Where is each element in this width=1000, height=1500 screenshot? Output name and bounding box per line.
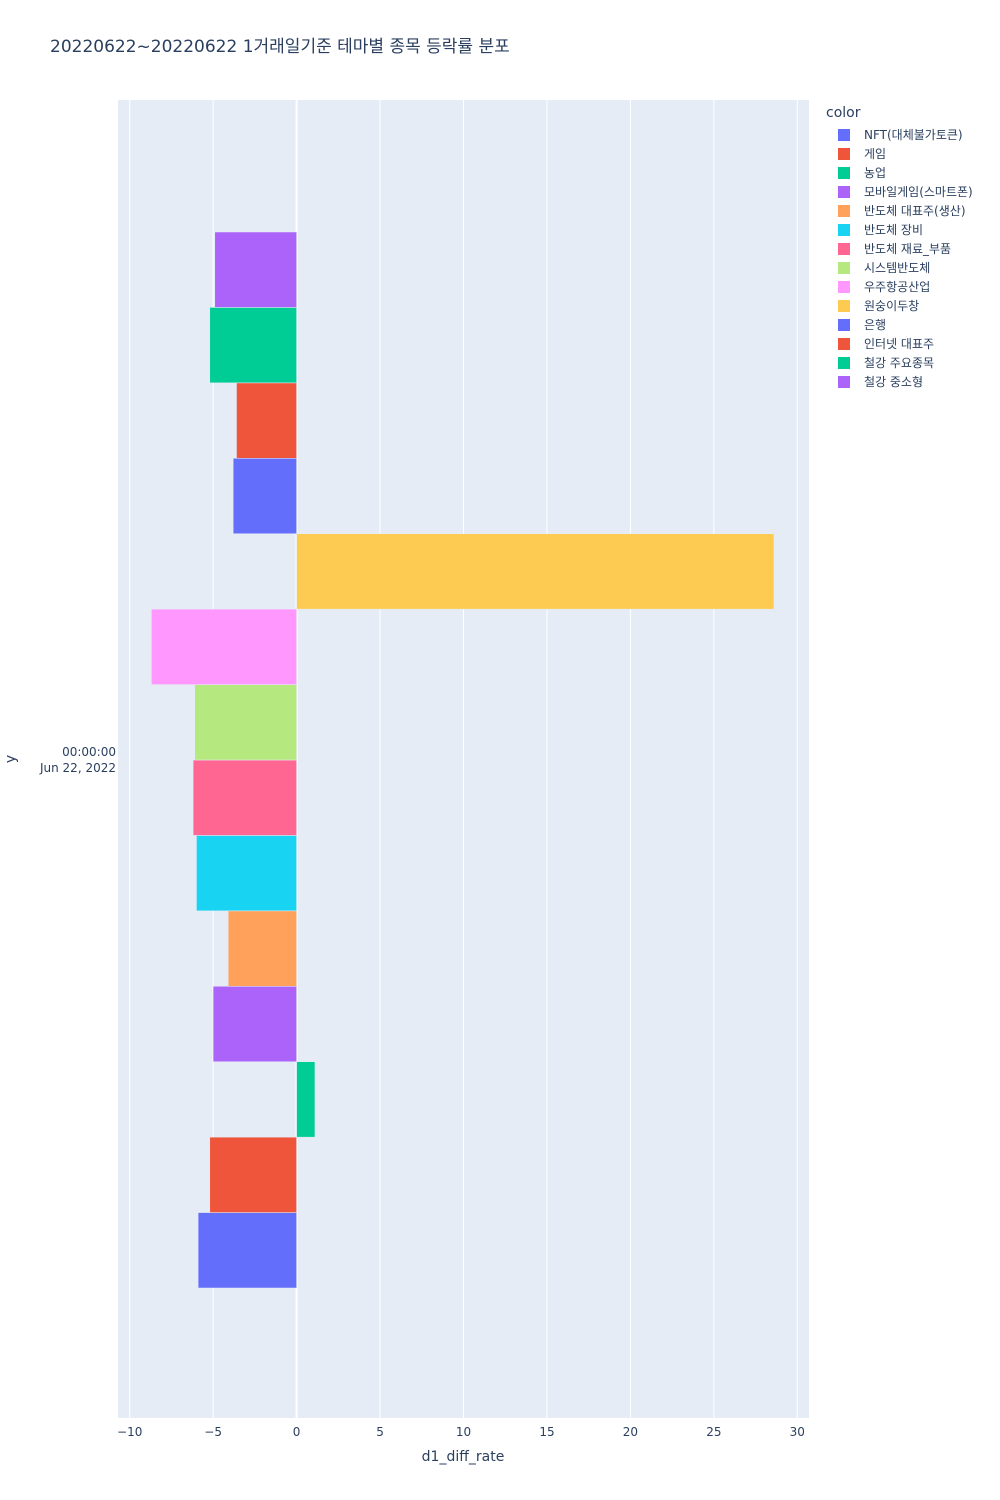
- bar-4[interactable]: [212, 986, 297, 1062]
- legend-item[interactable]: 게임: [838, 144, 973, 163]
- legend-item[interactable]: 우주항공산업: [838, 277, 973, 296]
- legend-label: 반도체 재료_부품: [864, 242, 952, 256]
- bar-7[interactable]: [192, 759, 297, 836]
- legend-item[interactable]: 모바일게임(스마트폰): [838, 182, 973, 201]
- x-axis-title: d1_diff_rate: [422, 1449, 505, 1465]
- bar-11[interactable]: [232, 458, 297, 534]
- bar-1[interactable]: [197, 1212, 297, 1289]
- grid-lines: [129, 100, 798, 1418]
- legend-label: 반도체 대표주(생산): [864, 204, 966, 218]
- legend-swatch: [838, 280, 850, 293]
- bar-5[interactable]: [227, 910, 297, 987]
- bar-14[interactable]: [214, 231, 297, 308]
- legend-swatch: [838, 261, 850, 274]
- legend-label: 인터넷 대표주: [864, 337, 935, 351]
- legend-item[interactable]: 은행: [838, 315, 973, 334]
- legend-item[interactable]: 반도체 장비: [838, 220, 973, 239]
- x-tick-label: 5: [376, 1425, 384, 1439]
- legend-label: 우주항공산업: [864, 280, 931, 294]
- legend-label: 농업: [864, 166, 887, 180]
- legend-label: 게임: [864, 147, 887, 161]
- x-tick-label: 20: [623, 1425, 638, 1439]
- legend-label: 시스템반도체: [864, 261, 931, 275]
- x-tick-labels: −10 −5 0 5 10 15 20 25 30: [117, 1425, 805, 1439]
- legend-swatch: [838, 223, 850, 236]
- legend-item[interactable]: 철강 중소형: [838, 372, 973, 391]
- legend-swatch: [838, 128, 850, 141]
- y-tick-time: 00:00:00: [62, 745, 116, 759]
- legend-title: color: [826, 105, 861, 121]
- legend-label: NFT(대체불가토큰): [864, 128, 963, 142]
- legend-swatch: [838, 242, 850, 255]
- bars: [151, 231, 775, 1289]
- legend-item[interactable]: 반도체 재료_부품: [838, 239, 973, 258]
- legend-label: 반도체 장비: [864, 223, 924, 237]
- legend-label: 모바일게임(스마트폰): [864, 185, 973, 199]
- legend-item[interactable]: 반도체 대표주(생산): [838, 201, 973, 220]
- x-tick-label: 30: [790, 1425, 805, 1439]
- x-tick-label: −5: [204, 1425, 222, 1439]
- x-tick-label: 10: [456, 1425, 471, 1439]
- legend-swatch: [838, 318, 850, 331]
- y-tick-label: 00:00:00 Jun 22, 2022: [39, 745, 116, 775]
- x-tick-label: 25: [706, 1425, 721, 1439]
- bar-12[interactable]: [236, 382, 297, 459]
- bar-13[interactable]: [209, 307, 297, 384]
- legend-item[interactable]: 시스템반도체: [838, 258, 973, 277]
- legend-swatch: [838, 204, 850, 217]
- legend-item[interactable]: 인터넷 대표주: [838, 334, 973, 353]
- y-axis-title: y: [3, 755, 19, 763]
- legend-label: 철강 중소형: [864, 375, 924, 389]
- legend-swatch: [838, 185, 850, 198]
- bar-10[interactable]: [296, 533, 775, 610]
- legend-swatch: [838, 337, 850, 350]
- legend-item[interactable]: NFT(대체불가토큰): [838, 125, 973, 144]
- chart-title: 20220622~20220622 1거래일기준 테마별 종목 등락률 분포: [50, 37, 510, 57]
- legend-item[interactable]: 철강 주요종목: [838, 353, 973, 372]
- x-tick-label: 0: [293, 1425, 301, 1439]
- legend-label: 은행: [864, 318, 887, 332]
- legend-item[interactable]: 농업: [838, 163, 973, 182]
- bar-6[interactable]: [196, 835, 297, 912]
- legend-label: 원숭이두창: [864, 299, 920, 313]
- bar-3[interactable]: [296, 1061, 316, 1138]
- legend-item[interactable]: 원숭이두창: [838, 296, 973, 315]
- bar-2[interactable]: [209, 1136, 297, 1213]
- legend-swatch: [838, 166, 850, 179]
- legend-label: 철강 주요종목: [864, 356, 935, 370]
- legend-swatch: [838, 147, 850, 160]
- bar-8[interactable]: [194, 684, 297, 761]
- x-tick-label: 15: [539, 1425, 554, 1439]
- y-tick-date: Jun 22, 2022: [39, 761, 116, 775]
- legend-swatch: [838, 375, 850, 388]
- legend-swatch: [838, 356, 850, 369]
- bar-9[interactable]: [151, 608, 297, 685]
- x-tick-label: −10: [117, 1425, 142, 1439]
- legend-swatch: [838, 299, 850, 312]
